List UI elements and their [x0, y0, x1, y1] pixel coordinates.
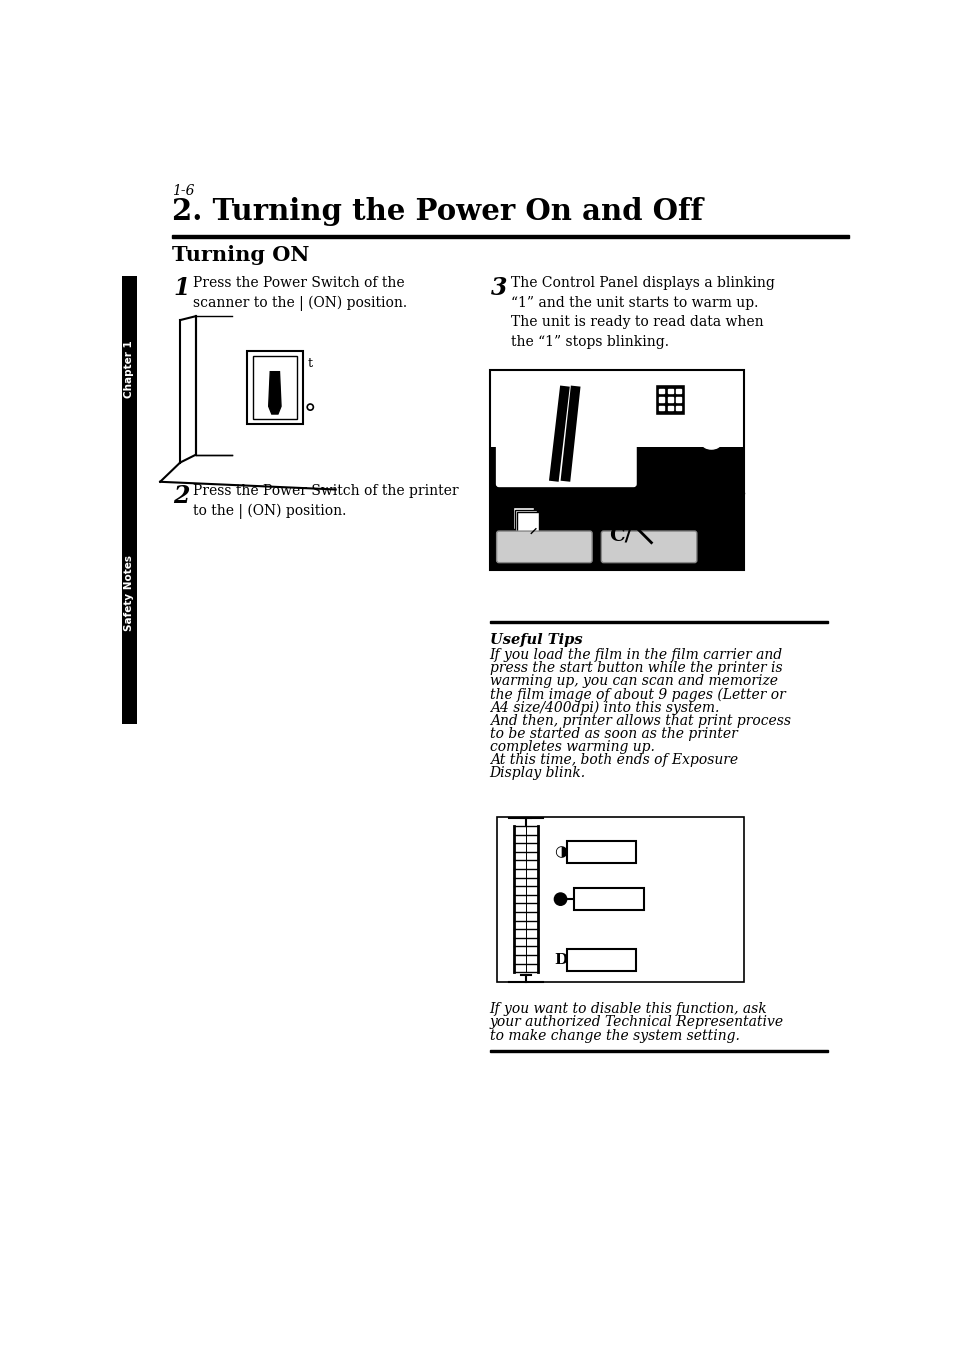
- Text: D: D: [554, 953, 567, 967]
- Text: If you want to disable this function, ask: If you want to disable this function, as…: [489, 1002, 766, 1015]
- Text: the film image of about 9 pages (Letter or: the film image of about 9 pages (Letter …: [489, 687, 784, 702]
- Text: C/: C/: [609, 527, 632, 545]
- Text: 2. Turning the Power On and Off: 2. Turning the Power On and Off: [172, 197, 702, 226]
- Text: And then, printer allows that print process: And then, printer allows that print proc…: [489, 714, 790, 727]
- Text: your authorized Technical Representative: your authorized Technical Representative: [489, 1015, 783, 1029]
- Text: The Control Panel displays a blinking
“1” and the unit starts to warm up.
The un: The Control Panel displays a blinking “1…: [511, 276, 775, 349]
- Bar: [655, 384, 684, 415]
- Bar: [497, 817, 743, 983]
- FancyBboxPatch shape: [600, 531, 696, 562]
- Bar: [566, 949, 636, 971]
- Bar: [513, 507, 534, 529]
- Text: ◑: ◑: [554, 845, 567, 859]
- Text: 1-6: 1-6: [172, 184, 194, 197]
- Bar: [676, 397, 680, 402]
- Bar: [172, 235, 848, 238]
- Bar: [247, 352, 302, 425]
- Text: Turning ON: Turning ON: [172, 246, 309, 265]
- Bar: [676, 406, 680, 410]
- Text: warming up, you can scan and memorize: warming up, you can scan and memorize: [489, 675, 777, 688]
- Bar: [489, 1051, 827, 1052]
- Text: Press the Power Switch of the
scanner to the | (ON) position.: Press the Power Switch of the scanner to…: [193, 276, 407, 311]
- Bar: [659, 397, 664, 402]
- Text: 3: 3: [491, 276, 507, 300]
- Bar: [676, 388, 680, 393]
- Ellipse shape: [701, 438, 720, 449]
- Text: 2: 2: [173, 484, 190, 508]
- Bar: [659, 388, 664, 393]
- Text: 1: 1: [173, 276, 190, 300]
- Bar: [667, 397, 672, 402]
- Text: If you load the film in the film carrier and: If you load the film in the film carrier…: [489, 648, 782, 662]
- Text: Chapter 1: Chapter 1: [124, 341, 134, 399]
- Bar: [659, 406, 664, 410]
- Text: to be started as soon as the printer: to be started as soon as the printer: [489, 726, 737, 741]
- Bar: [121, 462, 137, 725]
- Bar: [566, 841, 636, 863]
- FancyBboxPatch shape: [496, 376, 636, 487]
- Bar: [667, 388, 672, 393]
- Bar: [667, 406, 672, 410]
- Text: A4 size/400dpi) into this system.: A4 size/400dpi) into this system.: [489, 700, 719, 715]
- Bar: [517, 512, 538, 534]
- Bar: [253, 357, 297, 419]
- Bar: [489, 621, 827, 623]
- Text: press the start button while the printer is: press the start button while the printer…: [489, 661, 781, 675]
- Text: to make change the system setting.: to make change the system setting.: [489, 1029, 739, 1044]
- Text: Useful Tips: Useful Tips: [489, 634, 581, 648]
- Bar: [489, 448, 743, 571]
- Text: Display blink.: Display blink.: [489, 767, 585, 780]
- Bar: [489, 370, 743, 571]
- Text: Safety Notes: Safety Notes: [124, 556, 134, 631]
- Text: At this time, both ends of Exposure: At this time, both ends of Exposure: [489, 753, 737, 767]
- Bar: [515, 510, 537, 531]
- Circle shape: [554, 892, 566, 906]
- Bar: [121, 276, 137, 462]
- Text: t: t: [307, 357, 312, 370]
- Text: Press the Power Switch of the printer
to the | (ON) position.: Press the Power Switch of the printer to…: [193, 484, 458, 519]
- Bar: [574, 888, 643, 910]
- FancyBboxPatch shape: [497, 531, 592, 562]
- Text: completes warming up.: completes warming up.: [489, 740, 654, 754]
- Polygon shape: [269, 372, 281, 414]
